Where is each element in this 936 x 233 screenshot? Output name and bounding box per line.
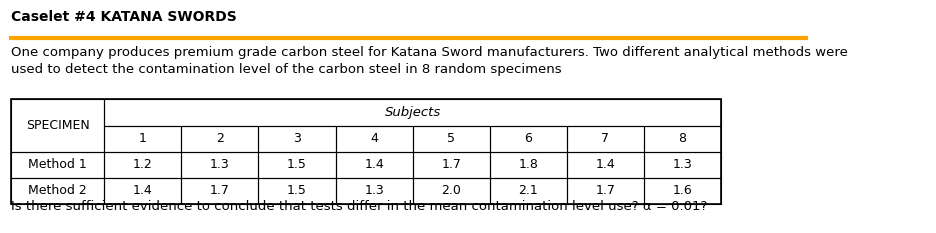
Text: 1.3: 1.3	[673, 158, 693, 171]
Bar	[567, 126, 644, 152]
Text: One company produces premium grade carbon steel for Katana Sword manufacturers. : One company produces premium grade carbo…	[11, 46, 848, 76]
Text: Subjects: Subjects	[385, 106, 441, 119]
Text: Is there sufficient evidence to conclude that tests differ in the mean contamina: Is there sufficient evidence to conclude…	[11, 200, 708, 213]
Bar	[490, 126, 567, 152]
Bar	[490, 152, 567, 178]
Text: 2: 2	[216, 132, 224, 145]
Text: 1.8: 1.8	[519, 158, 538, 171]
Bar	[104, 152, 182, 178]
Bar	[182, 152, 258, 178]
Text: 1.3: 1.3	[364, 185, 384, 198]
Bar	[644, 126, 721, 152]
Bar	[182, 178, 258, 204]
Bar	[413, 178, 490, 204]
Text: 1.2: 1.2	[133, 158, 153, 171]
Text: 1.6: 1.6	[673, 185, 693, 198]
Bar	[258, 152, 336, 178]
Text: 1.5: 1.5	[287, 185, 307, 198]
Text: 3: 3	[293, 132, 301, 145]
Text: 2.0: 2.0	[441, 185, 461, 198]
Bar	[104, 178, 182, 204]
Text: Caselet #4 KATANA SWORDS: Caselet #4 KATANA SWORDS	[11, 10, 237, 24]
Text: 1.4: 1.4	[133, 185, 153, 198]
Bar	[413, 152, 490, 178]
Text: 4: 4	[371, 132, 378, 145]
Text: 1.3: 1.3	[210, 158, 229, 171]
Text: 1.4: 1.4	[364, 158, 384, 171]
Bar	[644, 152, 721, 178]
Text: 2.1: 2.1	[519, 185, 538, 198]
Text: 1.7: 1.7	[210, 185, 230, 198]
Text: 8: 8	[679, 132, 687, 145]
Bar	[104, 99, 721, 126]
Text: 6: 6	[524, 132, 533, 145]
Bar	[11, 152, 104, 178]
Bar	[413, 126, 490, 152]
Bar	[336, 178, 413, 204]
Bar	[567, 178, 644, 204]
Text: 1.7: 1.7	[441, 158, 461, 171]
Text: Method 1: Method 1	[28, 158, 87, 171]
Bar	[182, 126, 258, 152]
Bar	[104, 126, 182, 152]
Bar	[11, 178, 104, 204]
Text: 7: 7	[602, 132, 609, 145]
Text: 1.5: 1.5	[287, 158, 307, 171]
Bar	[11, 99, 104, 152]
Text: 1: 1	[139, 132, 147, 145]
Bar	[644, 178, 721, 204]
Text: 5: 5	[447, 132, 455, 145]
Bar	[258, 126, 336, 152]
Bar	[567, 152, 644, 178]
Bar	[258, 178, 336, 204]
Text: Method 2: Method 2	[28, 185, 87, 198]
Bar	[11, 99, 721, 204]
Text: SPECIMEN: SPECIMEN	[25, 119, 90, 132]
Bar	[336, 152, 413, 178]
Bar	[336, 126, 413, 152]
Bar	[490, 178, 567, 204]
Text: 1.7: 1.7	[595, 185, 615, 198]
Text: 1.4: 1.4	[595, 158, 615, 171]
